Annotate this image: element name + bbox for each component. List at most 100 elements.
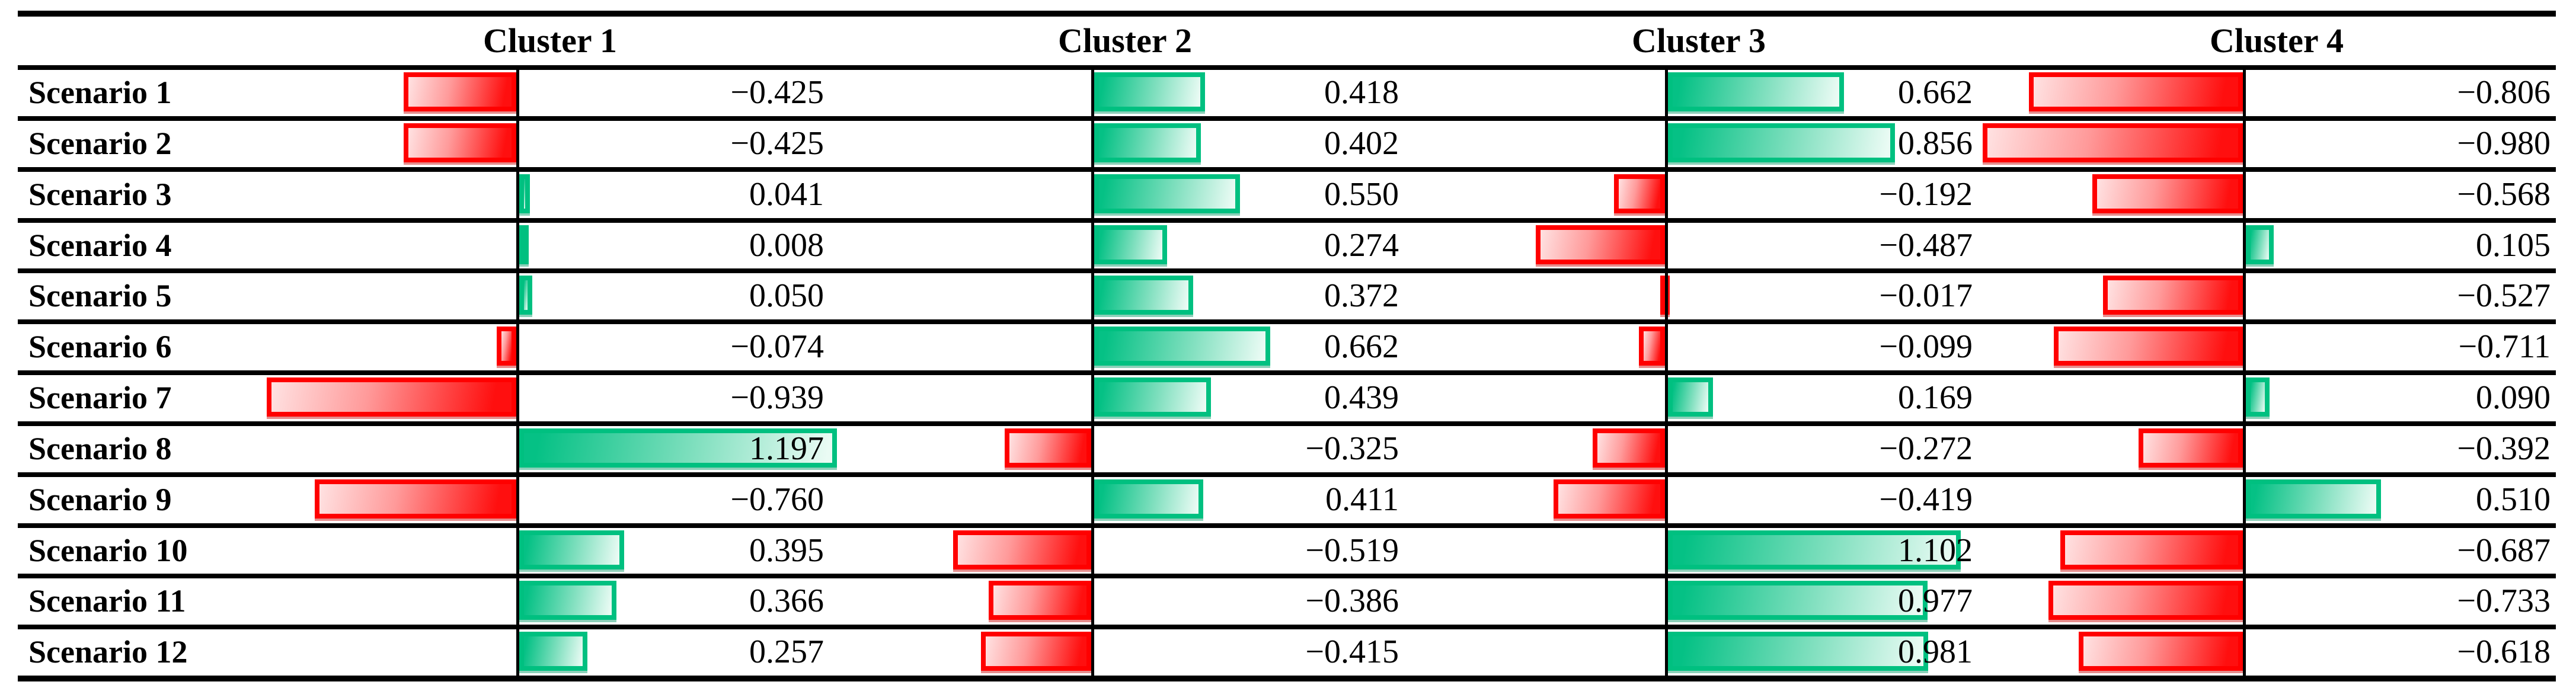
negative-data-bar bbox=[989, 581, 1091, 620]
positive-data-bar bbox=[2246, 225, 2274, 264]
negative-data-bar bbox=[2054, 327, 2243, 366]
positive-data-bar bbox=[1668, 632, 1928, 671]
positive-data-bar bbox=[1094, 479, 1203, 519]
row-label-scenario-1: Scenario 1 bbox=[28, 75, 172, 110]
value-cell-cluster-3: 0.169 bbox=[1898, 379, 1973, 416]
negative-data-bar bbox=[1983, 123, 2243, 162]
column-header-cluster-4: Cluster 4 bbox=[2209, 21, 2344, 60]
value-cell-cluster-3: −0.419 bbox=[1879, 481, 1973, 518]
negative-data-bar bbox=[404, 72, 516, 111]
value-cell-cluster-1: 0.366 bbox=[749, 583, 824, 620]
row-separator bbox=[18, 370, 2556, 375]
negative-data-bar bbox=[1536, 225, 1665, 264]
negative-data-bar bbox=[2060, 530, 2243, 569]
value-cell-cluster-2: 0.662 bbox=[1324, 328, 1399, 366]
negative-data-bar bbox=[267, 377, 516, 417]
negative-data-bar bbox=[953, 530, 1091, 569]
row-label-scenario-2: Scenario 2 bbox=[28, 125, 172, 161]
value-cell-cluster-3: −0.017 bbox=[1879, 277, 1973, 315]
positive-data-bar bbox=[519, 174, 530, 213]
row-label-scenario-7: Scenario 7 bbox=[28, 380, 172, 415]
value-cell-cluster-4: −0.392 bbox=[2457, 430, 2551, 467]
value-cell-cluster-4: −0.568 bbox=[2457, 175, 2551, 213]
row-separator bbox=[18, 523, 2556, 528]
value-cell-cluster-1: −0.425 bbox=[730, 124, 824, 162]
row-label-scenario-5: Scenario 5 bbox=[28, 278, 172, 314]
value-cell-cluster-3: −0.487 bbox=[1879, 226, 1973, 264]
value-cell-cluster-2: 0.402 bbox=[1324, 124, 1399, 162]
row-label-scenario-4: Scenario 4 bbox=[28, 227, 172, 263]
value-cell-cluster-4: 0.510 bbox=[2476, 481, 2551, 518]
column-header-cluster-1: Cluster 1 bbox=[482, 21, 618, 60]
positive-data-bar bbox=[1668, 123, 1895, 162]
value-cell-cluster-4: 0.090 bbox=[2476, 379, 2551, 416]
value-cell-cluster-2: 0.418 bbox=[1324, 74, 1399, 111]
value-cell-cluster-4: −0.806 bbox=[2457, 74, 2551, 111]
row-separator bbox=[18, 116, 2556, 121]
value-cell-cluster-1: 0.257 bbox=[749, 633, 824, 671]
value-cell-cluster-4: −0.527 bbox=[2457, 277, 2551, 315]
value-cell-cluster-3: −0.272 bbox=[1879, 430, 1973, 467]
row-label-scenario-6: Scenario 6 bbox=[28, 329, 172, 365]
value-cell-cluster-4: −0.618 bbox=[2457, 633, 2551, 671]
positive-data-bar bbox=[519, 632, 587, 671]
negative-data-bar bbox=[404, 123, 516, 162]
row-separator bbox=[18, 319, 2556, 325]
value-cell-cluster-1: 0.008 bbox=[749, 226, 824, 264]
row-separator bbox=[18, 625, 2556, 630]
positive-data-bar bbox=[1094, 174, 1240, 213]
value-cell-cluster-2: −0.386 bbox=[1305, 583, 1399, 620]
positive-data-bar bbox=[1668, 530, 1961, 569]
value-cell-cluster-2: −0.519 bbox=[1305, 532, 1399, 569]
row-label-scenario-12: Scenario 12 bbox=[28, 634, 188, 670]
row-separator bbox=[18, 217, 2556, 223]
value-cell-cluster-4: −0.980 bbox=[2457, 124, 2551, 162]
value-cell-cluster-3: −0.192 bbox=[1879, 175, 1973, 213]
value-cell-cluster-3: 0.977 bbox=[1898, 583, 1973, 620]
positive-data-bar bbox=[1094, 327, 1270, 366]
positive-data-bar bbox=[2246, 377, 2270, 417]
positive-data-bar bbox=[519, 428, 837, 468]
value-cell-cluster-2: 0.439 bbox=[1324, 379, 1399, 416]
positive-data-bar bbox=[1094, 72, 1205, 111]
value-cell-cluster-2: 0.550 bbox=[1324, 175, 1399, 213]
value-cell-cluster-2: −0.415 bbox=[1305, 633, 1399, 671]
column-header-cluster-2: Cluster 2 bbox=[1057, 21, 1193, 60]
value-cell-cluster-2: 0.372 bbox=[1324, 277, 1399, 315]
row-label-scenario-10: Scenario 10 bbox=[28, 532, 188, 568]
value-cell-cluster-4: 0.105 bbox=[2476, 226, 2551, 264]
row-separator bbox=[18, 167, 2556, 172]
negative-data-bar bbox=[2048, 581, 2243, 620]
row-separator bbox=[18, 268, 2556, 274]
row-label-scenario-11: Scenario 11 bbox=[28, 583, 186, 619]
table-border-bottom bbox=[18, 676, 2556, 681]
negative-data-bar bbox=[497, 327, 516, 366]
value-cell-cluster-1: 0.041 bbox=[749, 175, 824, 213]
value-cell-cluster-2: 0.274 bbox=[1324, 226, 1399, 264]
row-separator bbox=[18, 472, 2556, 477]
value-cell-cluster-1: 1.197 bbox=[749, 430, 824, 467]
value-cell-cluster-1: −0.939 bbox=[730, 379, 824, 416]
positive-data-bar bbox=[1094, 123, 1201, 162]
positive-data-bar bbox=[519, 225, 529, 264]
value-cell-cluster-1: −0.074 bbox=[730, 328, 824, 366]
row-label-scenario-8: Scenario 8 bbox=[28, 430, 172, 466]
value-cell-cluster-4: −0.687 bbox=[2457, 532, 2551, 569]
value-cell-cluster-4: −0.733 bbox=[2457, 583, 2551, 620]
value-cell-cluster-3: 0.856 bbox=[1898, 124, 1973, 162]
positive-data-bar bbox=[1668, 72, 1844, 111]
row-label-scenario-9: Scenario 9 bbox=[28, 481, 172, 517]
value-cell-cluster-1: 0.050 bbox=[749, 277, 824, 315]
negative-data-bar bbox=[2092, 174, 2243, 213]
negative-data-bar bbox=[2139, 428, 2243, 468]
negative-data-bar bbox=[2029, 72, 2243, 111]
row-separator bbox=[18, 421, 2556, 426]
value-cell-cluster-3: 0.981 bbox=[1898, 633, 1973, 671]
value-cell-cluster-3: 1.102 bbox=[1898, 532, 1973, 569]
negative-data-bar bbox=[1614, 174, 1665, 213]
positive-data-bar bbox=[519, 530, 624, 569]
value-cell-cluster-4: −0.711 bbox=[2458, 328, 2551, 366]
positive-data-bar bbox=[1094, 276, 1193, 315]
negative-data-bar bbox=[1593, 428, 1665, 468]
positive-data-bar bbox=[1668, 581, 1928, 620]
